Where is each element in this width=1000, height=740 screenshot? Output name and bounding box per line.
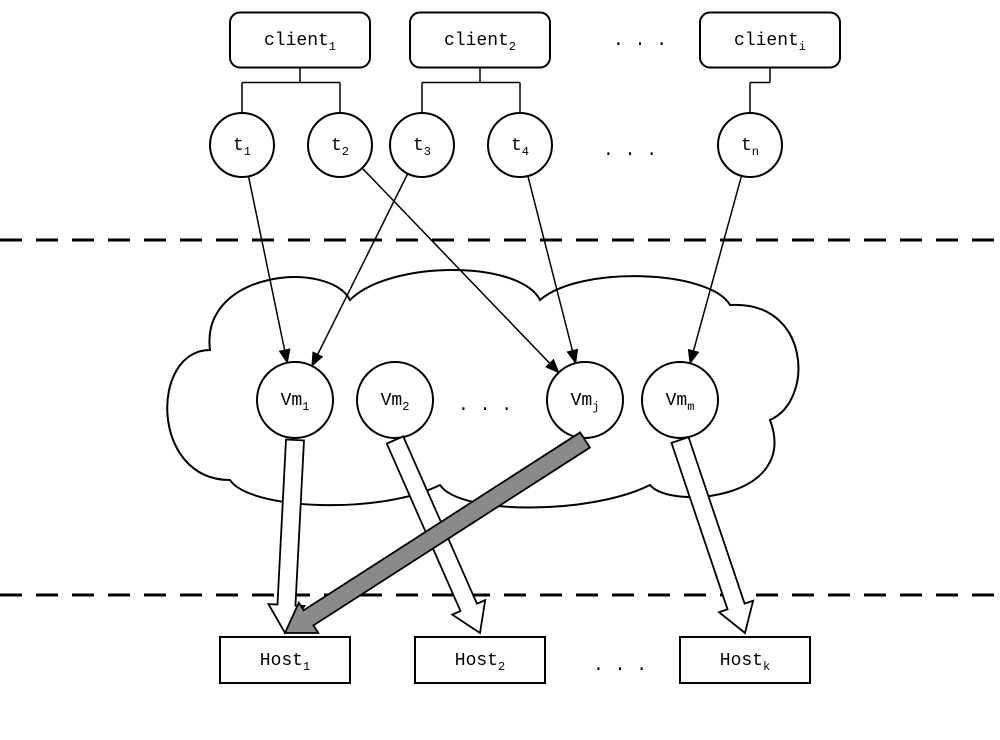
- svg-text:clienti: clienti: [734, 31, 806, 54]
- hostk: Hostk: [680, 637, 810, 683]
- svg-text:Host1: Host1: [260, 651, 310, 674]
- tn: tn: [718, 113, 782, 177]
- svg-text:Hostk: Hostk: [720, 651, 770, 674]
- vm2: Vm2: [357, 362, 433, 438]
- host2: Host2: [415, 637, 545, 683]
- ellipsis-vms: . . .: [458, 396, 512, 416]
- ellipsis-tasks: . . .: [603, 141, 657, 161]
- t4: t4: [488, 113, 552, 177]
- host1: Host1: [220, 637, 350, 683]
- vmj: Vmj: [547, 362, 623, 438]
- clienti: clienti: [700, 13, 840, 68]
- client1: client1: [230, 13, 370, 68]
- ellipsis-clients: . . .: [613, 31, 667, 51]
- svg-text:client2: client2: [444, 31, 516, 54]
- t2: t2: [308, 113, 372, 177]
- svg-text:client1: client1: [264, 31, 336, 54]
- ellipsis-hosts: . . .: [593, 656, 647, 676]
- vmm: Vmm: [642, 362, 718, 438]
- svg-text:Host2: Host2: [455, 651, 505, 674]
- t3: t3: [390, 113, 454, 177]
- vm1: Vm1: [257, 362, 333, 438]
- t1: t1: [210, 113, 274, 177]
- client2: client2: [410, 13, 550, 68]
